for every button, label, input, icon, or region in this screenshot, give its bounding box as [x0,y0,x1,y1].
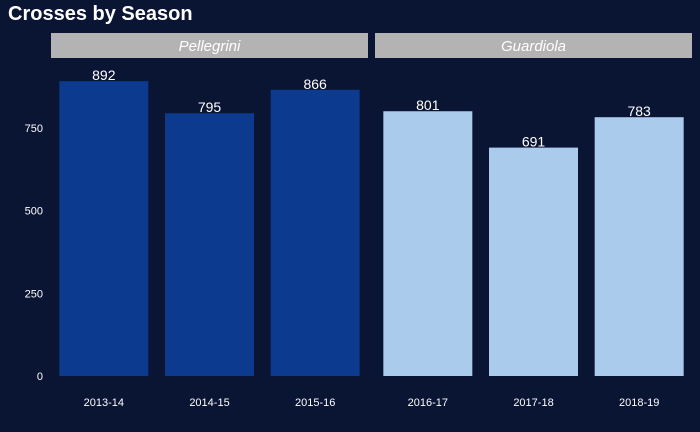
chart-title: Crosses by Season [8,3,193,25]
bar [594,117,684,377]
data-label: 691 [522,134,546,150]
bar [489,147,578,376]
y-tick-label: 750 [25,123,43,135]
x-tick-label: 2016-17 [408,397,448,409]
x-tick-label: 2014-15 [189,397,229,409]
facet-label: Pellegrini [179,38,241,55]
x-tick-label: 2015-16 [295,397,335,409]
y-tick-label: 0 [37,371,43,383]
bar [59,81,149,376]
x-tick-label: 2013-14 [84,397,124,409]
facet-strip [375,33,692,58]
data-label: 801 [416,97,440,113]
y-tick-label: 250 [25,288,43,300]
bar [270,89,360,376]
facet-strip [51,33,368,58]
data-label: 795 [198,99,222,115]
data-label: 783 [627,103,651,119]
data-label: 892 [92,67,116,83]
bar [165,113,254,377]
x-tick-label: 2018-19 [619,397,659,409]
facet-label: Guardiola [501,38,566,55]
x-tick-label: 2017-18 [513,397,553,409]
data-label: 866 [303,76,327,92]
y-tick-label: 500 [25,206,43,218]
bar [383,111,473,377]
